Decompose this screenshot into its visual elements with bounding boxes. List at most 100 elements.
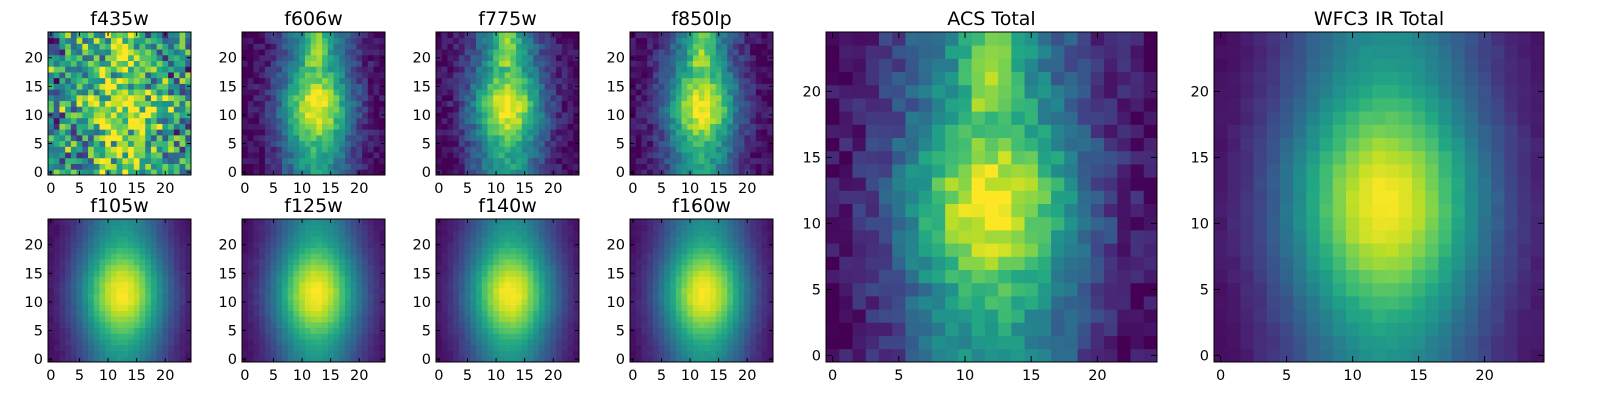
heatmap-cell xyxy=(510,37,517,44)
heatmap-cell xyxy=(527,264,534,271)
heatmap-cell xyxy=(139,224,146,231)
heatmap-cell xyxy=(373,83,380,90)
heatmap-cell xyxy=(544,169,551,176)
heatmap-cell xyxy=(82,219,89,226)
heatmap-cell xyxy=(755,310,762,317)
heatmap-cell xyxy=(527,123,534,130)
heatmap-cell xyxy=(567,270,574,277)
heatmap-cell xyxy=(322,350,329,357)
heatmap-cell xyxy=(675,146,682,153)
heatmap-cell xyxy=(664,287,671,294)
heatmap-cell xyxy=(53,276,60,283)
heatmap-cell xyxy=(715,310,722,317)
heatmap-cell xyxy=(761,134,768,142)
heatmap-cell xyxy=(76,54,83,61)
heatmap-cell xyxy=(710,112,717,119)
heatmap-cell xyxy=(550,89,557,96)
heatmap-cell xyxy=(464,299,471,306)
heatmap-cell xyxy=(727,157,734,164)
heatmap-cell xyxy=(744,37,751,44)
heatmap-cell xyxy=(556,54,563,61)
heatmap-cell xyxy=(453,270,460,277)
heatmap-cell xyxy=(481,339,488,346)
heatmap-cell xyxy=(53,163,60,170)
heatmap-cell xyxy=(721,117,728,124)
heatmap-cell xyxy=(727,310,734,317)
heatmap-cell xyxy=(556,163,563,170)
heatmap-cell xyxy=(70,264,77,271)
heatmap-cell xyxy=(476,134,483,142)
heatmap-cell xyxy=(150,236,158,243)
heatmap-cell xyxy=(767,316,774,323)
heatmap-cell xyxy=(681,49,688,56)
heatmap-cell xyxy=(510,264,517,271)
heatmap-cell xyxy=(652,117,659,124)
heatmap-cell xyxy=(732,356,740,363)
heatmap-cell xyxy=(493,134,500,142)
heatmap-cell xyxy=(481,152,488,159)
heatmap-cell xyxy=(287,259,294,266)
heatmap-cell xyxy=(527,219,534,226)
heatmap-cell xyxy=(487,123,494,130)
heatmap-cell xyxy=(544,230,551,237)
heatmap-cell xyxy=(93,293,100,300)
heatmap-cell xyxy=(253,287,260,294)
heatmap-cell xyxy=(510,316,517,323)
heatmap-cell xyxy=(362,89,369,96)
heatmap-cell xyxy=(59,281,66,289)
heatmap-cell xyxy=(373,339,380,346)
heatmap-cell xyxy=(247,66,254,73)
heatmap-cell xyxy=(493,123,500,130)
heatmap-cell xyxy=(510,66,517,73)
heatmap-cell xyxy=(264,60,271,67)
heatmap-cell xyxy=(99,344,106,351)
heatmap-cell xyxy=(721,152,728,159)
heatmap-cell xyxy=(367,169,374,176)
heatmap-cell xyxy=(116,140,123,147)
heatmap-cell xyxy=(293,163,300,170)
heatmap-cell xyxy=(139,219,146,226)
heatmap-cell xyxy=(53,146,60,153)
heatmap-cell xyxy=(105,89,112,96)
heatmap-cell xyxy=(53,236,60,243)
heatmap-cell xyxy=(116,117,123,124)
heatmap-cell xyxy=(333,169,340,176)
heatmap-cell xyxy=(675,140,682,147)
heatmap-cell xyxy=(516,299,523,306)
heatmap-cell xyxy=(316,112,323,119)
heatmap-cell xyxy=(270,236,277,243)
heatmap-cell xyxy=(322,117,329,124)
heatmap-cell xyxy=(242,60,249,67)
heatmap-cell xyxy=(327,224,334,231)
heatmap-cell xyxy=(259,339,266,346)
y-tick-label: 15 xyxy=(413,266,431,282)
heatmap-cell xyxy=(264,100,271,107)
heatmap-cell xyxy=(721,94,728,102)
heatmap-cell xyxy=(150,219,158,226)
heatmap-cell xyxy=(441,339,448,346)
heatmap-cell xyxy=(379,129,386,136)
heatmap-cell xyxy=(344,66,352,73)
heatmap-cell xyxy=(327,287,334,294)
x-tick-label: 10 xyxy=(99,368,117,384)
heatmap-cell xyxy=(664,129,671,136)
heatmap-cell xyxy=(481,49,488,56)
heatmap-cell xyxy=(476,89,483,96)
heatmap-cell xyxy=(692,140,700,147)
heatmap-cell xyxy=(76,270,83,277)
heatmap-cell xyxy=(641,169,648,176)
heatmap-cell xyxy=(156,219,163,226)
heatmap-cell xyxy=(573,72,580,79)
heatmap-cell xyxy=(453,112,460,119)
heatmap-cell xyxy=(304,350,312,357)
heatmap-cell xyxy=(470,134,477,142)
heatmap-cell xyxy=(561,146,568,153)
heatmap-cell xyxy=(738,146,745,153)
y-tick-label: 0 xyxy=(228,165,237,181)
y-tick-label: 15 xyxy=(25,266,43,282)
heatmap-cell xyxy=(82,299,89,306)
heatmap-cell xyxy=(481,259,488,266)
heatmap-cell xyxy=(744,344,751,351)
heatmap-cell xyxy=(641,94,648,102)
axes-frame xyxy=(47,31,192,176)
